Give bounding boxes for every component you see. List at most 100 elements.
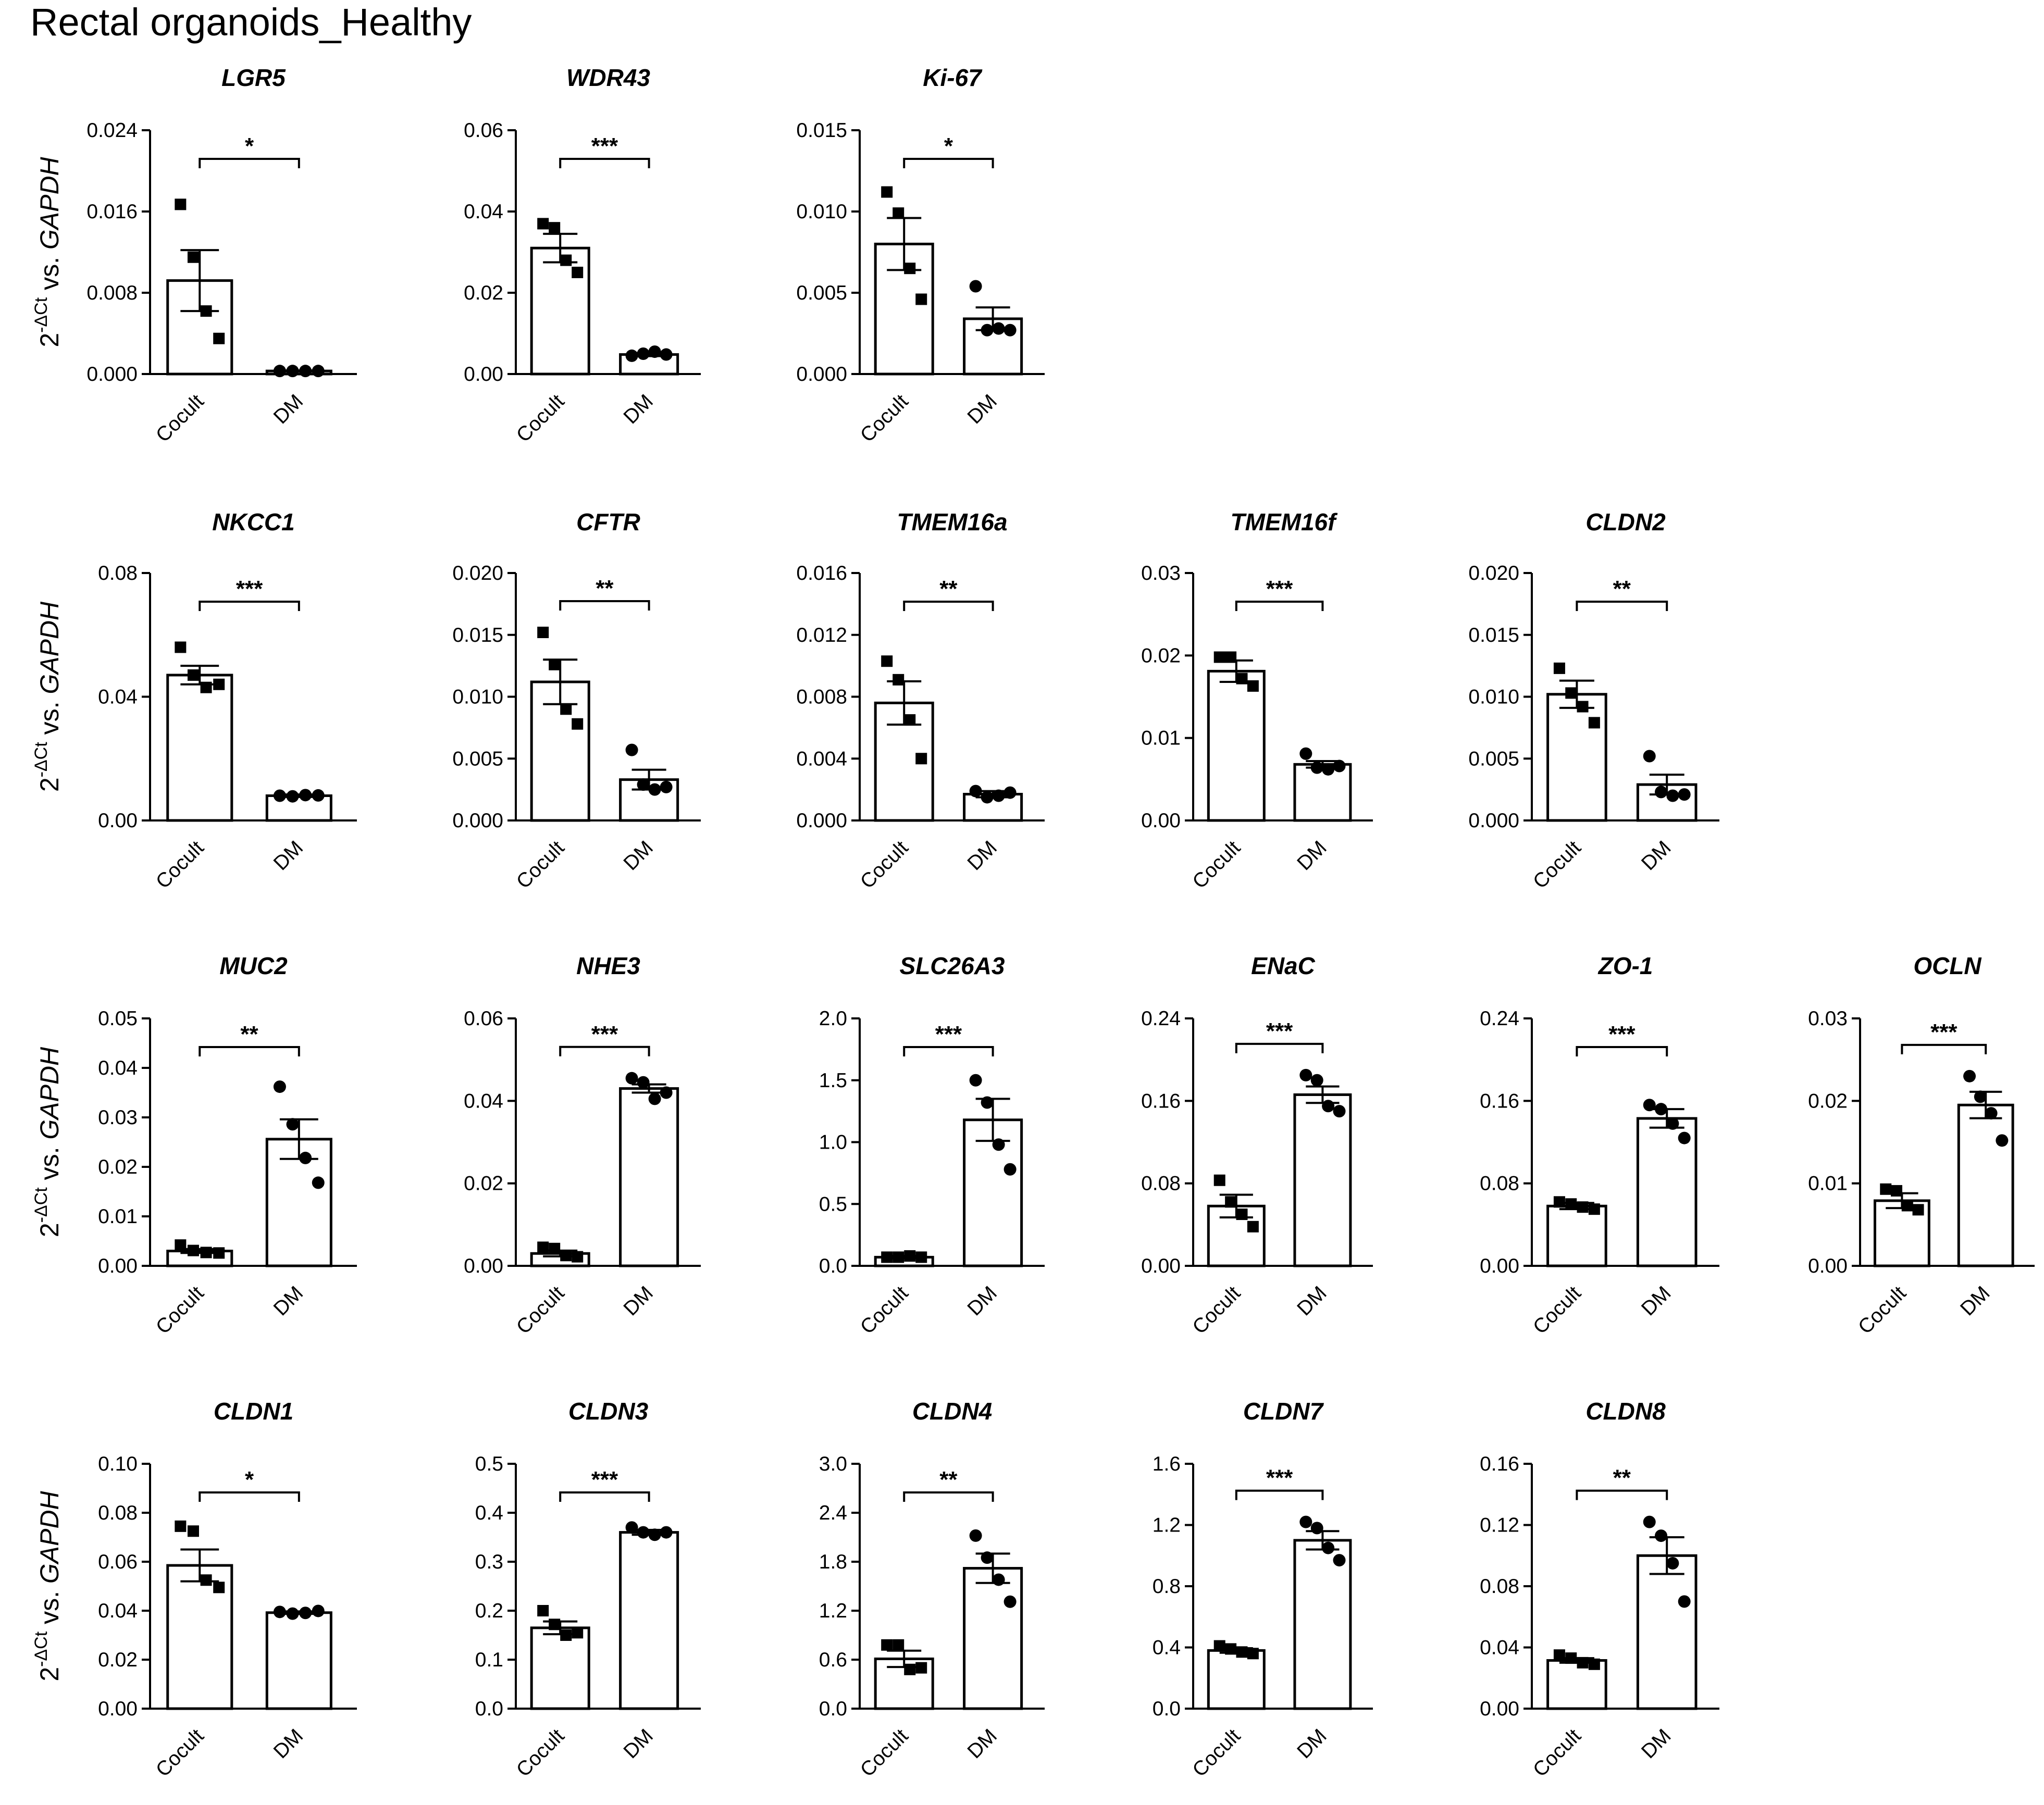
data-point-circle	[981, 1096, 994, 1109]
data-point-square	[881, 1251, 893, 1263]
x-category-label: DM	[269, 390, 307, 428]
chart-panel: OCLN 0.00 0.01 0.02 0.03 Cocult DM ***	[1808, 952, 2035, 1339]
x-category-label: DM	[1956, 1282, 1994, 1320]
panel-title: NKCC1	[212, 508, 294, 536]
chart-panel: ZO-1 0.00 0.08 0.16 0.24 Cocult DM ***	[1480, 952, 1719, 1339]
panel-title: CLDN2	[1585, 508, 1666, 536]
x-category-label: Cocult	[1529, 1282, 1585, 1339]
data-point-square	[1247, 1648, 1259, 1660]
data-point-square	[1577, 701, 1589, 713]
significance-label: ***	[1266, 1465, 1293, 1491]
chart-panel: WDR43 0.00 0.02 0.04 0.06 Cocult DM ***	[464, 64, 701, 447]
data-point-circle	[660, 780, 673, 793]
data-point-square	[213, 1247, 225, 1259]
y-tick-label: 0.05	[98, 1007, 138, 1030]
y-tick-label: 1.6	[1153, 1453, 1181, 1475]
bar	[1957, 1103, 2014, 1267]
y-tick-label: 0.1	[475, 1649, 503, 1671]
y-tick-label: 0.04	[1480, 1637, 1519, 1659]
bar	[1207, 669, 1266, 822]
bar	[1293, 1093, 1352, 1267]
significance-label: **	[939, 1467, 958, 1492]
data-point-square	[1247, 1221, 1259, 1233]
data-point-square	[881, 1639, 893, 1651]
data-point-circle	[992, 789, 1005, 802]
data-point-circle	[1996, 1134, 2009, 1147]
data-point-circle	[312, 789, 325, 802]
data-point-circle	[1333, 1554, 1346, 1567]
data-point-square	[560, 254, 572, 266]
panel-title: LGR5	[221, 64, 286, 91]
y-tick-label: 0.08	[1480, 1575, 1519, 1598]
x-category-label: DM	[620, 1282, 658, 1320]
data-point-square	[915, 293, 927, 305]
chart-panel: TMEM16a 0.000 0.004 0.008 0.012 0.016 Cocult DM…	[796, 508, 1045, 893]
significance-bracket	[559, 600, 650, 611]
x-category-label: Cocult	[512, 1725, 569, 1782]
y-tick-label: 0.06	[464, 1007, 503, 1030]
data-point-square	[572, 1251, 584, 1263]
data-point-square	[1891, 1185, 1903, 1197]
x-category-label: DM	[1293, 1725, 1331, 1763]
data-point-square	[1213, 1640, 1225, 1652]
data-point-square	[200, 1247, 212, 1259]
data-point-square	[1236, 673, 1248, 684]
data-point-square	[904, 1663, 916, 1675]
data-point-square	[537, 1605, 549, 1616]
y-tick-label: 1.2	[819, 1600, 847, 1622]
y-tick-label: 0.0	[475, 1698, 503, 1720]
panel-title: CLDN4	[912, 1398, 992, 1425]
y-tick-label: 0.010	[796, 201, 847, 223]
data-point-square	[915, 1251, 927, 1263]
data-point-square	[893, 674, 905, 686]
y-tick-label: 0.03	[1141, 562, 1181, 584]
data-point-square	[1901, 1200, 1913, 1212]
y-tick-label: 0.5	[819, 1193, 847, 1215]
y-tick-label: 0.12	[1480, 1514, 1519, 1537]
y-tick-label: 0.02	[464, 282, 503, 304]
data-point-square	[200, 681, 212, 693]
significance-label: **	[1613, 1465, 1631, 1491]
significance-bracket	[199, 1491, 300, 1502]
data-point-circle	[648, 783, 661, 796]
y-axis-label: 2-ΔCt vs. GAPDH	[31, 1047, 64, 1237]
y-tick-label: 0.008	[796, 686, 847, 708]
significance-label: **	[240, 1022, 258, 1047]
significance-label: ***	[1930, 1019, 1958, 1045]
data-point-circle	[625, 743, 638, 756]
data-point-square	[1588, 1203, 1600, 1215]
panel-title: MUC2	[219, 952, 288, 979]
data-point-square	[1225, 651, 1237, 663]
x-category-label: DM	[269, 1725, 307, 1763]
y-tick-label: 0.6	[819, 1649, 847, 1671]
figure-title: Rectal organoids_Healthy	[30, 1, 472, 44]
data-point-square	[187, 1525, 199, 1537]
significance-label: ***	[1266, 1018, 1293, 1044]
significance-label: *	[944, 133, 953, 159]
data-point-square	[1236, 1209, 1248, 1221]
data-point-circle	[625, 1521, 638, 1534]
data-point-circle	[1004, 1595, 1017, 1608]
y-axis-label: 2-ΔCt vs. GAPDH	[31, 156, 64, 347]
x-category-label: DM	[269, 837, 307, 875]
data-point-square	[881, 655, 893, 667]
panel-title: TMEM16f	[1231, 508, 1339, 536]
data-point-square	[1577, 1201, 1589, 1213]
y-tick-label: 1.2	[1153, 1514, 1181, 1537]
data-point-square	[881, 186, 893, 198]
y-tick-label: 0.06	[98, 1551, 138, 1573]
y-tick-label: 0.00	[98, 1255, 138, 1277]
panel-title: CLDN7	[1243, 1398, 1324, 1425]
y-tick-label: 0.01	[1808, 1173, 1848, 1195]
y-tick-label: 0.01	[1141, 727, 1181, 750]
x-category-label: Cocult	[1188, 1282, 1245, 1339]
data-point-square	[893, 207, 905, 219]
data-point-square	[1553, 1196, 1565, 1208]
y-tick-label: 0.16	[1480, 1090, 1519, 1112]
significance-bracket	[903, 158, 994, 168]
bar	[1207, 1204, 1266, 1267]
chart-panel: CLDN2 0.000 0.005 0.010 0.015 0.020 Cocult DM **	[1468, 508, 1719, 893]
data-point-circle	[625, 349, 638, 362]
x-category-label: Cocult	[1188, 1725, 1245, 1782]
y-tick-label: 0.00	[464, 1255, 503, 1277]
